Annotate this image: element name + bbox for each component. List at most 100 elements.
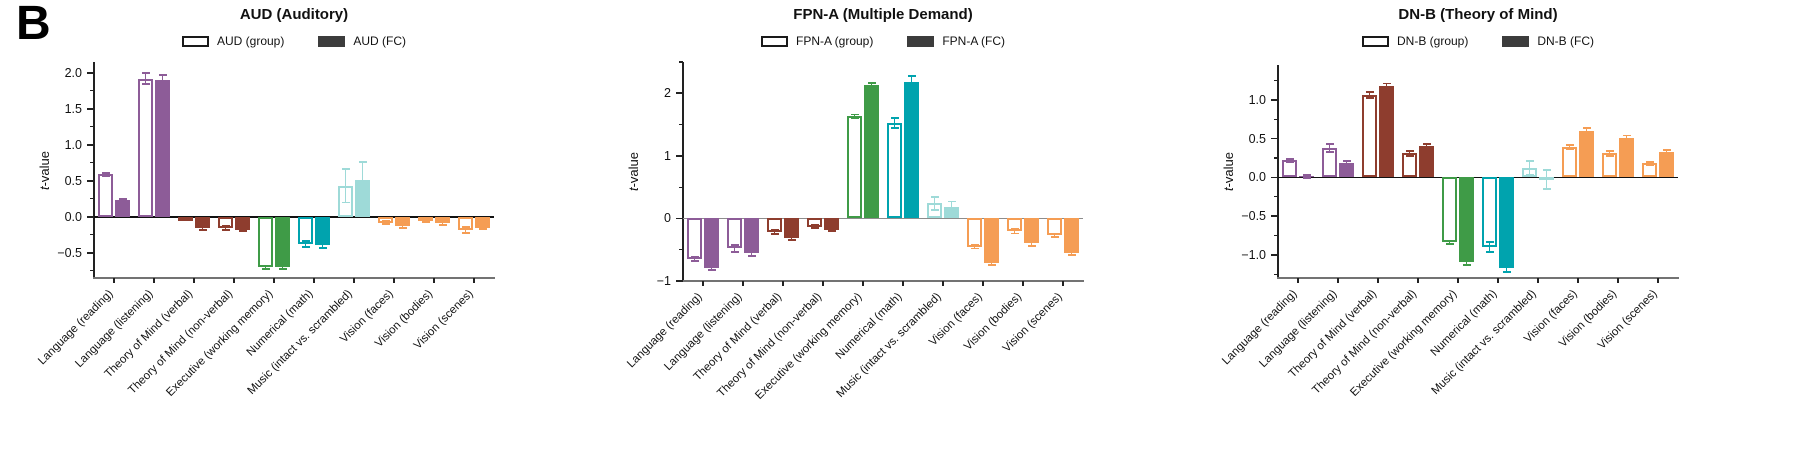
bar-fc — [1659, 151, 1674, 178]
error-bar-cap — [867, 81, 876, 84]
error-bar-line — [853, 114, 856, 119]
y-tick-label: 0.0 — [1248, 170, 1266, 185]
error-bar-cap — [690, 260, 699, 262]
x-tick — [902, 281, 904, 286]
error-bar-line — [1345, 161, 1348, 166]
error-bar-line — [384, 221, 387, 224]
error-bar-cap — [238, 227, 247, 230]
x-tick — [782, 281, 784, 286]
y-minor-tick — [90, 234, 94, 236]
error-bar-cap — [1302, 177, 1311, 179]
error-bar-line — [870, 82, 873, 88]
error-bar-cap — [1382, 87, 1391, 90]
error-bar-cap — [221, 224, 230, 227]
error-bar-cap — [1525, 174, 1534, 176]
x-tick — [1062, 281, 1064, 286]
x-tick — [353, 278, 355, 283]
plot-area-dnb: 1.0 0.5 0.0 −0.5 −1.0 Language (reading) Langu… — [1220, 65, 1679, 399]
y-minor-tick — [90, 198, 94, 200]
bar-fc — [1579, 130, 1594, 178]
error-bar-cap — [1605, 154, 1614, 157]
error-bar-line — [304, 241, 307, 248]
error-bar-cap — [850, 113, 859, 116]
error-bar-cap — [707, 265, 716, 268]
error-bar-line — [441, 221, 444, 225]
error-bar-cap — [221, 228, 230, 231]
error-bar-cap — [1662, 152, 1671, 155]
error-bar-cap — [141, 83, 150, 86]
error-bar-cap — [947, 200, 956, 203]
y-tick-label: 0.5 — [1248, 131, 1266, 146]
error-bar-cap — [301, 240, 310, 243]
error-bar-line — [1425, 144, 1428, 148]
y-tick — [1271, 253, 1278, 256]
error-bar-line — [224, 225, 227, 230]
y-tick — [87, 252, 94, 254]
error-bar-cap — [930, 196, 939, 199]
bar-group — [847, 116, 862, 219]
bar-group — [1402, 153, 1417, 178]
error-bar-cap — [261, 264, 270, 267]
error-bar-line — [893, 117, 896, 128]
error-bar-cap — [1422, 143, 1431, 145]
error-bar-cap — [1342, 164, 1351, 167]
error-bar-line — [1385, 83, 1388, 89]
plot-area-aud: 2.0 1.5 1.0 0.5 0.0 −0.5 Language (reading) Lan… — [36, 62, 495, 399]
x-tick-label-text: Language (listening) — [1257, 287, 1340, 370]
y-axis-spine — [93, 62, 95, 278]
y-axis-spine — [1277, 65, 1279, 278]
legend-swatch-filled — [318, 35, 346, 47]
y-tick — [676, 280, 683, 282]
chart-title-aud: AUD (Auditory) — [239, 6, 349, 23]
error-bar-cap — [1325, 150, 1334, 153]
error-bar-cap — [1605, 150, 1614, 152]
error-bar-cap — [770, 233, 779, 235]
error-bar-cap — [730, 251, 739, 254]
y-minor-tick — [679, 249, 683, 251]
bar-fc — [1619, 137, 1634, 178]
error-bar-line — [201, 226, 204, 230]
error-bar-cap — [1010, 227, 1019, 230]
error-bar-cap — [970, 247, 979, 250]
y-tick-label: 1 — [664, 148, 671, 163]
bar-fc — [784, 218, 799, 239]
legend-swatch-outline — [1361, 35, 1389, 47]
y-tick-label: 1.5 — [64, 101, 82, 116]
y-minor-tick — [679, 123, 683, 126]
zero-line — [683, 217, 1083, 220]
error-bar-cap — [1010, 232, 1019, 235]
y-axis-spine — [682, 62, 684, 281]
y-minor-tick — [1274, 79, 1278, 82]
error-bar-cap — [158, 84, 167, 86]
error-bar-cap — [421, 220, 430, 223]
error-bar-line — [184, 217, 187, 221]
bar-fc — [1459, 177, 1474, 263]
error-bar-line — [1585, 127, 1588, 134]
error-bar-cap — [278, 264, 287, 267]
error-bar-line — [1013, 228, 1016, 234]
chart-title-fpna: FPN-A (Multiple Demand) — [793, 6, 973, 23]
y-tick-label: −1.0 — [1241, 247, 1266, 262]
y-tick-label: 2 — [664, 86, 671, 101]
legend-dnb: DN-B (group) DN-B (FC) — [1278, 34, 1678, 48]
y-tick — [676, 217, 683, 220]
bar-fc — [1379, 85, 1394, 178]
bar-group — [1362, 95, 1377, 178]
x-tick — [742, 281, 744, 286]
error-bar-cap — [747, 255, 756, 257]
error-bar-cap — [1325, 143, 1334, 145]
error-bar-cap — [827, 230, 836, 232]
y-tick-label: 1.0 — [64, 137, 82, 152]
error-bar-cap — [1645, 164, 1654, 166]
error-bar-line — [481, 226, 484, 230]
legend-item-aud-fc: AUD (FC) — [318, 34, 406, 48]
bar-group — [687, 218, 702, 260]
y-minor-tick — [1274, 196, 1278, 198]
error-bar-cap — [181, 216, 190, 219]
error-bar-line — [264, 265, 267, 269]
error-bar-line — [1053, 233, 1056, 238]
error-bar-cap — [1565, 143, 1574, 146]
error-bar-cap — [461, 225, 470, 228]
bar-group — [967, 218, 982, 247]
legend-label: FPN-A (FC) — [942, 34, 1006, 48]
